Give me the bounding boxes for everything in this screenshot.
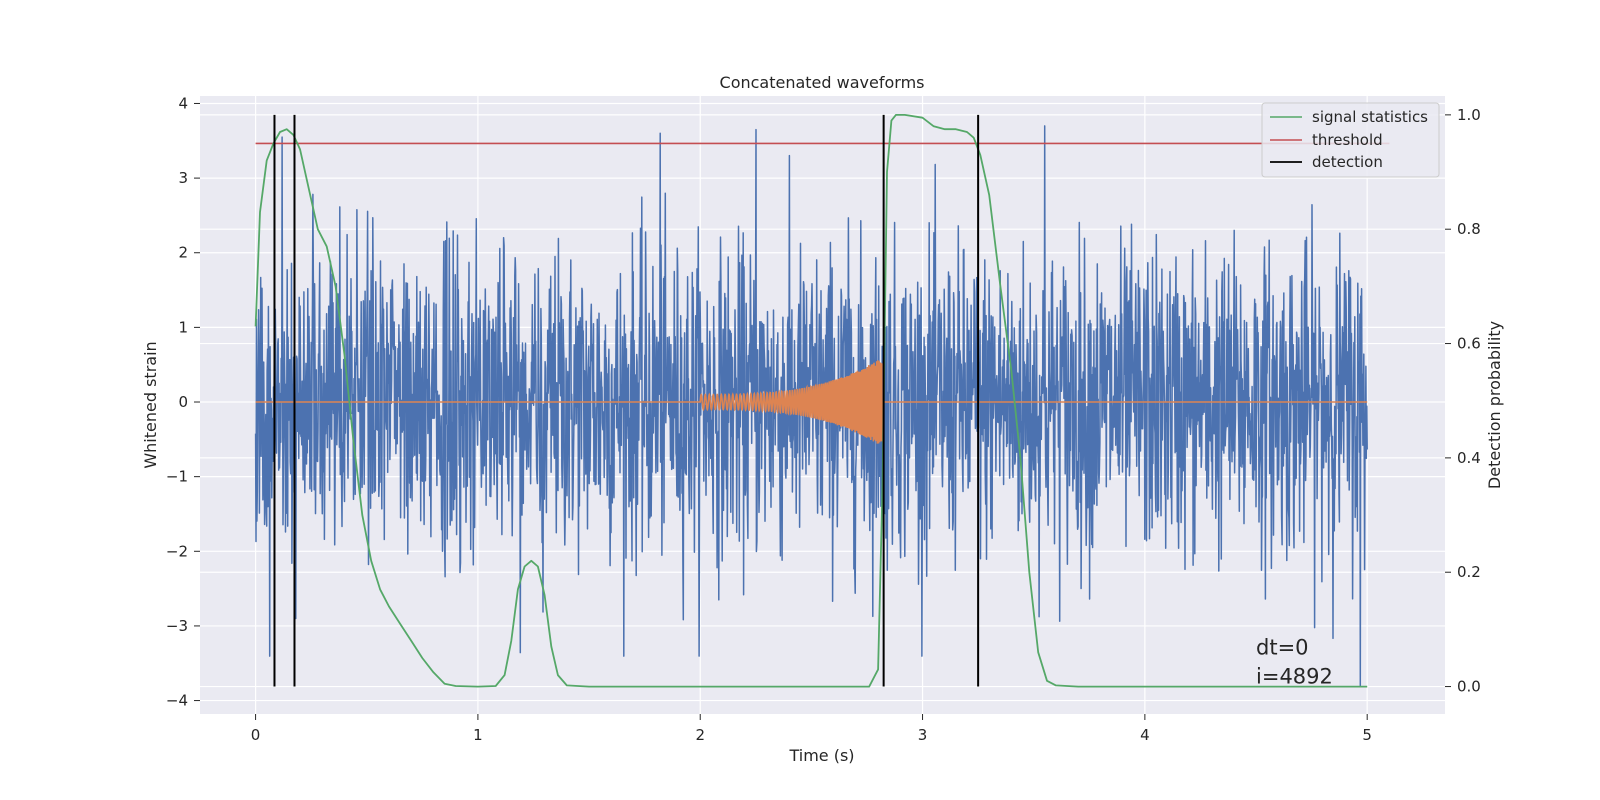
x-axis-label: Time (s) [788,746,854,765]
y2-tick-label: 0.6 [1457,335,1481,353]
annotation-dt: dt=0 [1256,635,1309,659]
legend-label-threshold: threshold [1312,131,1383,149]
y-tick-label: −4 [166,692,188,710]
y-tick-label: 2 [178,244,188,262]
y2-axis-label: Detection probability [1485,321,1504,489]
signal-statistics-line [254,114,1368,688]
waveform-trace [255,360,1368,444]
strain-trace [254,125,1368,687]
y-axis-label: Whitened strain [141,341,160,468]
x-tick-label: 5 [1362,726,1372,744]
x-tick-label: 4 [1140,726,1150,744]
y-tick-label: 0 [178,393,188,411]
y-tick-label: −3 [166,617,188,635]
axes-layer: −4 −3 −2 −1 0 1 2 3 4 0.0 0.2 0.4 0.6 0.8 1.0 0 1 2 3 4 5 [166,94,1481,744]
y-tick-label: 1 [178,318,188,336]
y-tick-label: −2 [166,542,188,560]
y-tick-label: 4 [178,94,188,112]
x-tick-label: 2 [695,726,705,744]
data-layer [254,114,1390,688]
x-tick-label: 3 [918,726,928,744]
annotation-index: i=4892 [1256,664,1333,688]
y2-tick-label: 0.2 [1457,563,1481,581]
legend-label-signal-statistics: signal statistics [1312,108,1428,126]
legend: signal statistics threshold detection [1261,102,1440,178]
y2-tick-label: 0.8 [1457,220,1481,238]
x-tick-label: 0 [251,726,261,744]
y-tick-label: −1 [166,468,188,486]
legend-box [1261,102,1440,178]
y-tick-label: 3 [178,169,188,187]
y2-tick-label: 0.0 [1457,678,1481,696]
legend-label-detection: detection [1312,153,1383,171]
x-tick-label: 1 [473,726,483,744]
chart-title: Concatenated waveforms [720,73,925,92]
y2-tick-label: 1.0 [1457,106,1481,124]
y2-tick-label: 0.4 [1457,449,1481,467]
